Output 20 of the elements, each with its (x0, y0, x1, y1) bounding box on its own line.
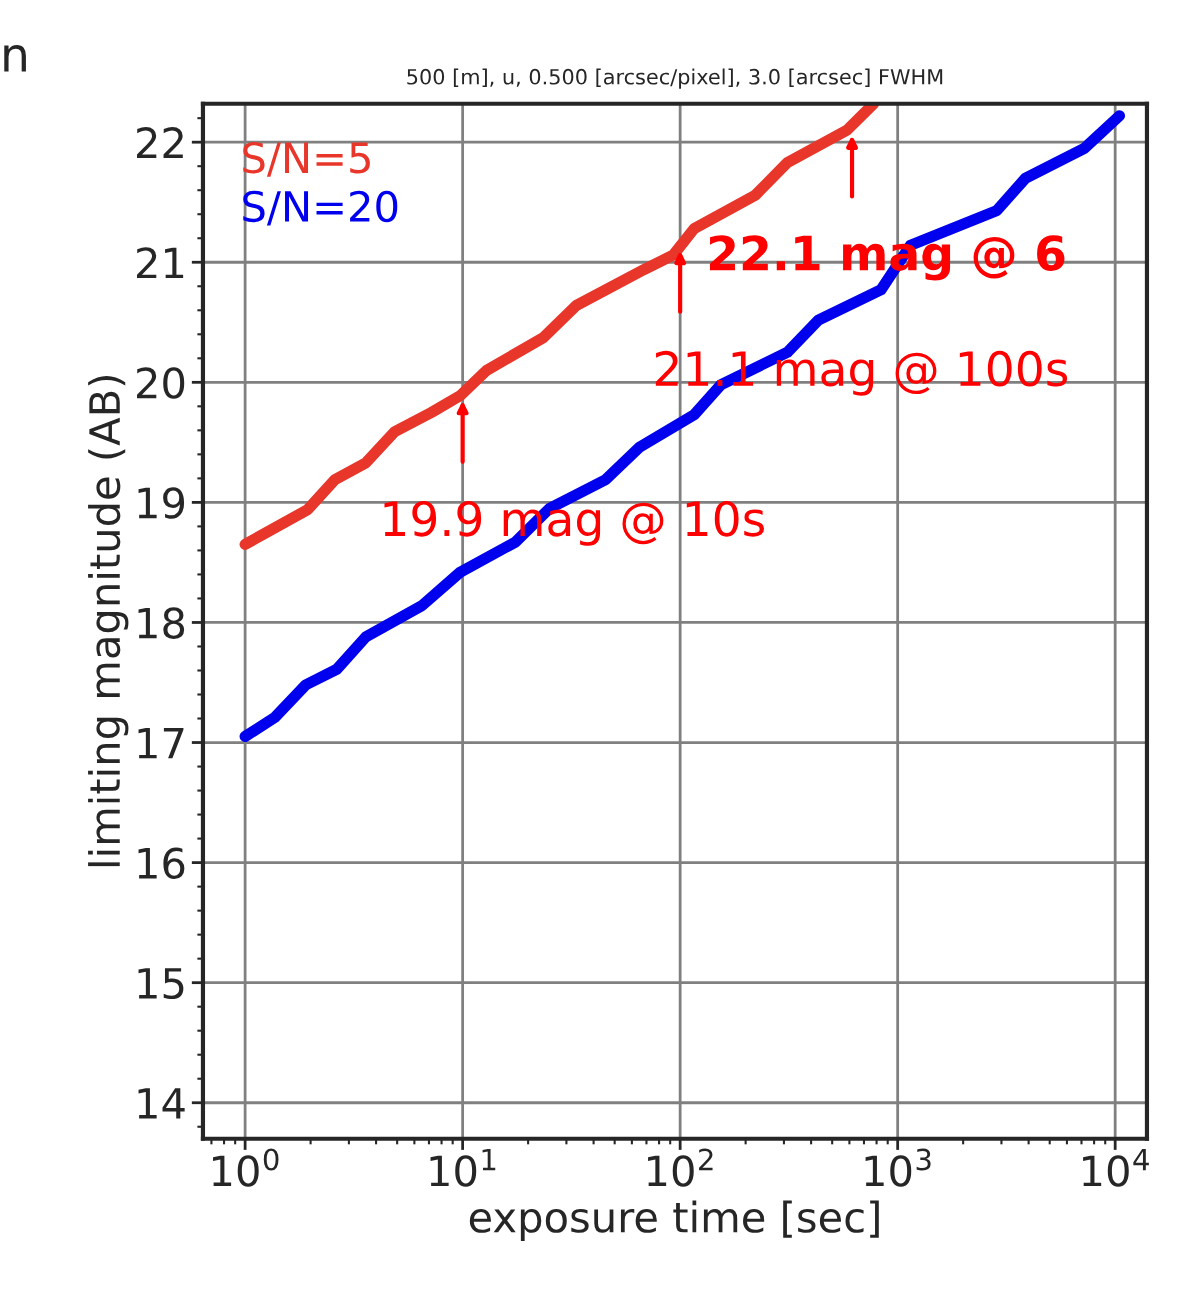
y-tick-label: 22 (137, 127, 183, 159)
x-tick-label: 10$^{2}$ (648, 1148, 713, 1187)
x-tick-label: 10$^{0}$ (213, 1148, 279, 1187)
y-tick-label: 19 (138, 487, 185, 519)
x-tick-label: 10$^{1}$ (430, 1148, 496, 1187)
y-tick-label: 16 (138, 847, 185, 880)
chart-title: 500 [m], u, 0.500 [arcsec/pixel], 3.0 [arcsec] FWHM (407, 68, 943, 89)
y-tick-label: 17 (138, 727, 184, 759)
y-tick-label: 15 (138, 968, 184, 1000)
y-tick-label: 21 (137, 247, 184, 279)
annotation: 21.1 mag @ 100s (655, 350, 1068, 396)
y-tick-label: 20 (137, 367, 185, 399)
x-axis-title: exposure time [sec] (469, 1200, 879, 1241)
text: S/N=20 (243, 190, 398, 226)
y-axis-title: limiting magnitude (AB) (88, 376, 129, 867)
x-tick-label: 10$^{3}$ (865, 1148, 931, 1187)
y-tick-label: 14 (138, 1088, 185, 1119)
x-tick-label: 10$^{4}$ (1083, 1148, 1149, 1187)
text: n (4, 44, 26, 72)
y-tick-label: 18 (138, 607, 185, 639)
